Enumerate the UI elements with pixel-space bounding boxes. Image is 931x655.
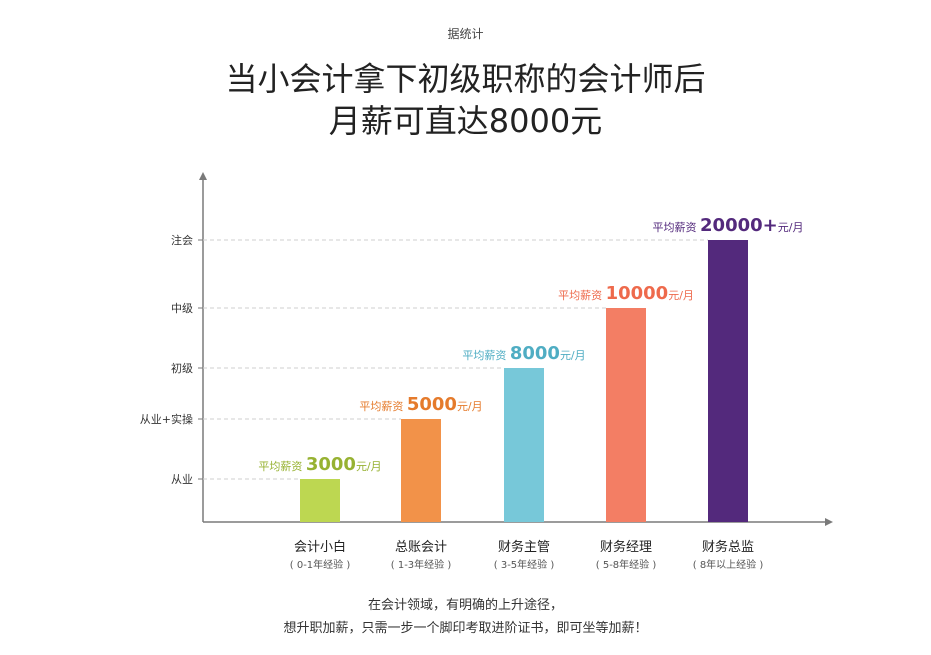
salary-amount: 10000 — [606, 283, 669, 304]
bar-3 — [504, 368, 544, 522]
y-tick-label: 中级 — [171, 302, 193, 315]
salary-amount: 20000+ — [700, 215, 778, 236]
bar-2 — [401, 419, 441, 522]
x-axis-arrow-icon — [825, 518, 833, 526]
y-tick-label: 从业+实操 — [140, 412, 193, 426]
salary-prefix: 平均薪资 — [462, 349, 510, 362]
bar-5 — [708, 240, 748, 522]
category-label: 财务总监 — [702, 539, 754, 555]
y-tick-label: 注会 — [171, 233, 193, 247]
y-axis-arrow-icon — [199, 172, 207, 180]
experience-label: ( 5-8年经验 ) — [596, 558, 657, 571]
y-tick-label: 初级 — [171, 361, 193, 375]
salary-amount: 5000 — [407, 394, 457, 415]
experience-label: ( 1-3年经验 ) — [391, 558, 452, 571]
footer-line-1: 在会计领域，有明确的上升途径， — [367, 598, 563, 613]
category-label: 财务经理 — [600, 539, 652, 555]
salary-label-2: 平均薪资 5000元/月 — [359, 394, 482, 415]
category-label: 会计小白 — [294, 539, 346, 555]
category-label: 财务主管 — [498, 539, 550, 555]
salary-amount: 8000 — [510, 343, 560, 364]
salary-label-3: 平均薪资 8000元/月 — [462, 343, 585, 364]
salary-label-4: 平均薪资 10000元/月 — [558, 283, 694, 304]
experience-label: ( 3-5年经验 ) — [494, 558, 555, 571]
page-title: 当小会计拿下初级职称的会计师后 月薪可直达8000元 — [0, 58, 931, 142]
bar-4 — [606, 308, 646, 522]
salary-suffix: 元/月 — [560, 349, 586, 362]
salary-prefix: 平均薪资 — [359, 400, 407, 413]
salary-suffix: 元/月 — [778, 221, 804, 234]
salary-label-5: 平均薪资 20000+元/月 — [653, 215, 804, 236]
y-tick-label: 从业 — [171, 473, 193, 486]
salary-label-1: 平均薪资 3000元/月 — [258, 454, 381, 475]
salary-prefix: 平均薪资 — [258, 460, 306, 473]
bar-1 — [300, 479, 340, 522]
experience-label: ( 0-1年经验 ) — [290, 558, 351, 571]
title-line-1: 当小会计拿下初级职称的会计师后 — [225, 60, 706, 98]
salary-prefix: 平均薪资 — [653, 221, 701, 234]
salary-suffix: 元/月 — [356, 460, 382, 473]
salary-prefix: 平均薪资 — [558, 289, 606, 302]
category-label: 总账会计 — [395, 540, 447, 555]
title-line-2: 月薪可直达8000元 — [328, 102, 603, 140]
experience-label: ( 8年以上经验 ) — [693, 558, 764, 571]
top-label: 据统计 — [447, 27, 484, 41]
salary-suffix: 元/月 — [457, 400, 483, 413]
footer-line-2: 想升职加薪，只需一步一个脚印考取进阶证书，即可坐等加薪！ — [283, 621, 648, 636]
footer-text: 在会计领域，有明确的上升途径， 想升职加薪，只需一步一个脚印考取进阶证书，即可坐… — [0, 594, 931, 640]
salary-amount: 3000 — [306, 454, 356, 475]
salary-suffix: 元/月 — [668, 289, 694, 302]
